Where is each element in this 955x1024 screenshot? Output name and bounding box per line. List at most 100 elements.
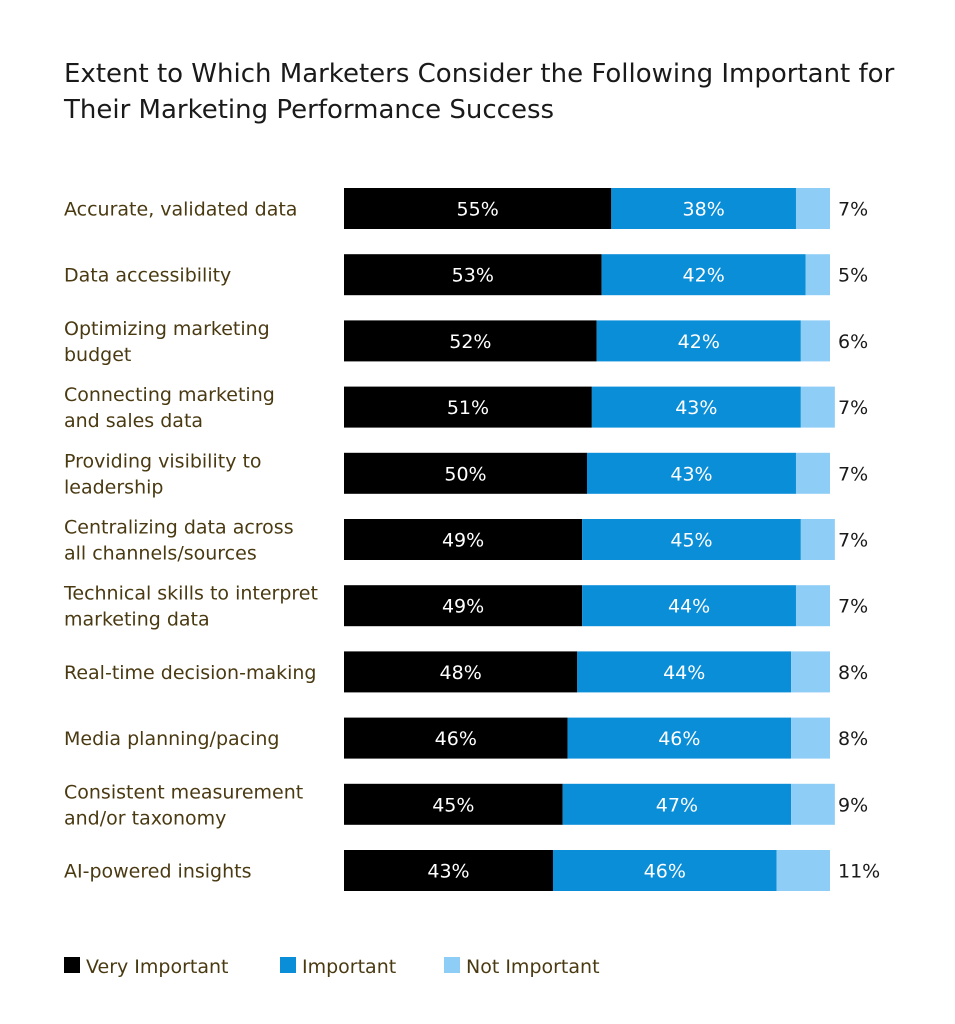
bar-segment-very-important [344, 717, 568, 759]
bar-row: Technical skills to interpret marketing d… [63, 583, 868, 631]
bar-row: Data accessibility 53% 42% 5% [64, 254, 868, 296]
bar-segment-very-important [344, 386, 592, 428]
chart-rows: Accurate, validated data 55% 38% 7% Data acc… [63, 188, 880, 891]
legend-item-important: Important [280, 956, 396, 978]
bar-segment-not-important [800, 519, 835, 560]
data-label-very-important: 51% [447, 397, 489, 419]
legend: Very Important Important Not Important [64, 956, 600, 978]
bar-segment-not-important [791, 651, 830, 693]
bar-segment-important [562, 783, 792, 825]
data-label-not-important: 7% [838, 463, 868, 485]
bar-segment-important [591, 386, 801, 428]
category-label-line: Providing visibility to [64, 450, 262, 472]
bar-segment-important [582, 519, 801, 560]
bar-segment-important [567, 717, 792, 759]
bar-segment-not-important [791, 717, 830, 759]
category-label: Centralizing data across all channels/sou… [64, 517, 294, 565]
category-label-line: Consistent measurement [64, 781, 303, 803]
category-label: Connecting marketing and sales data [64, 384, 275, 432]
data-label-very-important: 46% [435, 728, 477, 750]
category-label-line: Technical skills to interpret [63, 583, 318, 605]
category-label: Optimizing marketing budget [64, 318, 270, 366]
chart-title: Extent to Which Marketers Consider the F… [64, 59, 895, 125]
data-label-important: 43% [675, 397, 717, 419]
legend-swatch [280, 957, 296, 973]
bar-segment-very-important [344, 850, 553, 891]
data-label-not-important: 6% [838, 331, 868, 353]
bar-segment-very-important [344, 783, 563, 825]
bar-segment-very-important [344, 188, 612, 229]
data-label-very-important: 53% [452, 265, 494, 287]
bar-row: Media planning/pacing 46% 46% 8% [64, 717, 868, 759]
data-label-not-important: 7% [838, 530, 868, 552]
category-label-line: Optimizing marketing [64, 318, 270, 340]
bar-segment-not-important [795, 452, 830, 494]
legend-label: Very Important [86, 956, 229, 978]
category-label-line: Data accessibility [64, 265, 231, 287]
data-label-very-important: 48% [440, 662, 482, 684]
bar-row: Consistent measurement and/or taxonomy 45%… [64, 781, 868, 829]
category-label: Consistent measurement and/or taxonomy [64, 781, 303, 829]
bar-segment-important [611, 188, 796, 229]
category-label: Providing visibility to leadership [64, 450, 262, 498]
category-label-line: all channels/sources [64, 543, 257, 565]
data-label-important: 44% [668, 596, 710, 618]
category-label-line: Media planning/pacing [64, 728, 280, 750]
data-label-very-important: 50% [444, 463, 486, 485]
category-label: Data accessibility [64, 265, 231, 287]
bar-segment-very-important [344, 320, 597, 362]
category-label: Technical skills to interpret marketing d… [63, 583, 318, 631]
data-label-important: 46% [644, 861, 686, 883]
legend-label: Not Important [466, 956, 600, 978]
legend-label: Important [302, 956, 396, 978]
data-label-not-important: 11% [838, 861, 880, 883]
category-label-line: marketing data [64, 609, 210, 631]
bar-segment-important [601, 254, 806, 296]
category-label-line: Connecting marketing [64, 384, 275, 406]
bar-row: Connecting marketing and sales data 51% 43%… [64, 384, 868, 432]
bar-segment-important [596, 320, 801, 362]
bar-segment-important [587, 452, 796, 494]
category-label: AI-powered insights [64, 861, 252, 883]
category-label: Real-time decision-making [64, 662, 317, 684]
bar-segment-important [552, 850, 777, 891]
category-label-line: AI-powered insights [64, 861, 252, 883]
data-label-not-important: 7% [838, 397, 868, 419]
category-label-line: Real-time decision-making [64, 662, 317, 684]
bar-segment-not-important [776, 850, 830, 891]
data-label-very-important: 43% [427, 861, 469, 883]
data-label-not-important: 8% [838, 728, 868, 750]
data-label-important: 44% [663, 662, 705, 684]
data-label-not-important: 7% [838, 199, 868, 221]
legend-item-not-important: Not Important [444, 956, 600, 978]
bar-segment-not-important [795, 188, 830, 229]
data-label-important: 42% [678, 331, 720, 353]
data-label-not-important: 7% [838, 596, 868, 618]
data-label-important: 45% [670, 530, 712, 552]
bar-segment-not-important [800, 320, 830, 362]
data-label-not-important: 5% [838, 265, 868, 287]
bar-segment-important [577, 651, 792, 693]
bar-row: Real-time decision-making 48% 44% 8% [64, 651, 868, 693]
data-label-very-important: 55% [457, 199, 499, 221]
category-label: Accurate, validated data [64, 199, 297, 221]
bar-segment-very-important [344, 519, 583, 560]
data-label-not-important: 8% [838, 662, 868, 684]
legend-swatch [444, 957, 460, 973]
bar-segment-not-important [800, 386, 835, 428]
category-label: Media planning/pacing [64, 728, 280, 750]
data-label-important: 46% [658, 728, 700, 750]
data-label-not-important: 9% [838, 794, 868, 816]
data-label-very-important: 49% [442, 596, 484, 618]
category-label-line: leadership [64, 476, 163, 498]
bar-row: Centralizing data across all channels/sou… [64, 517, 868, 565]
bar-segment-very-important [344, 254, 602, 296]
data-label-very-important: 52% [449, 331, 491, 353]
bar-segment-important [582, 585, 796, 627]
data-label-very-important: 49% [442, 530, 484, 552]
bar-row: Providing visibility to leadership 50% 43% 7… [64, 450, 868, 498]
category-label-line: Accurate, validated data [64, 199, 297, 221]
bar-segment-very-important [344, 651, 578, 693]
category-label-line: and sales data [64, 410, 203, 432]
category-label-line: Centralizing data across [64, 517, 294, 539]
